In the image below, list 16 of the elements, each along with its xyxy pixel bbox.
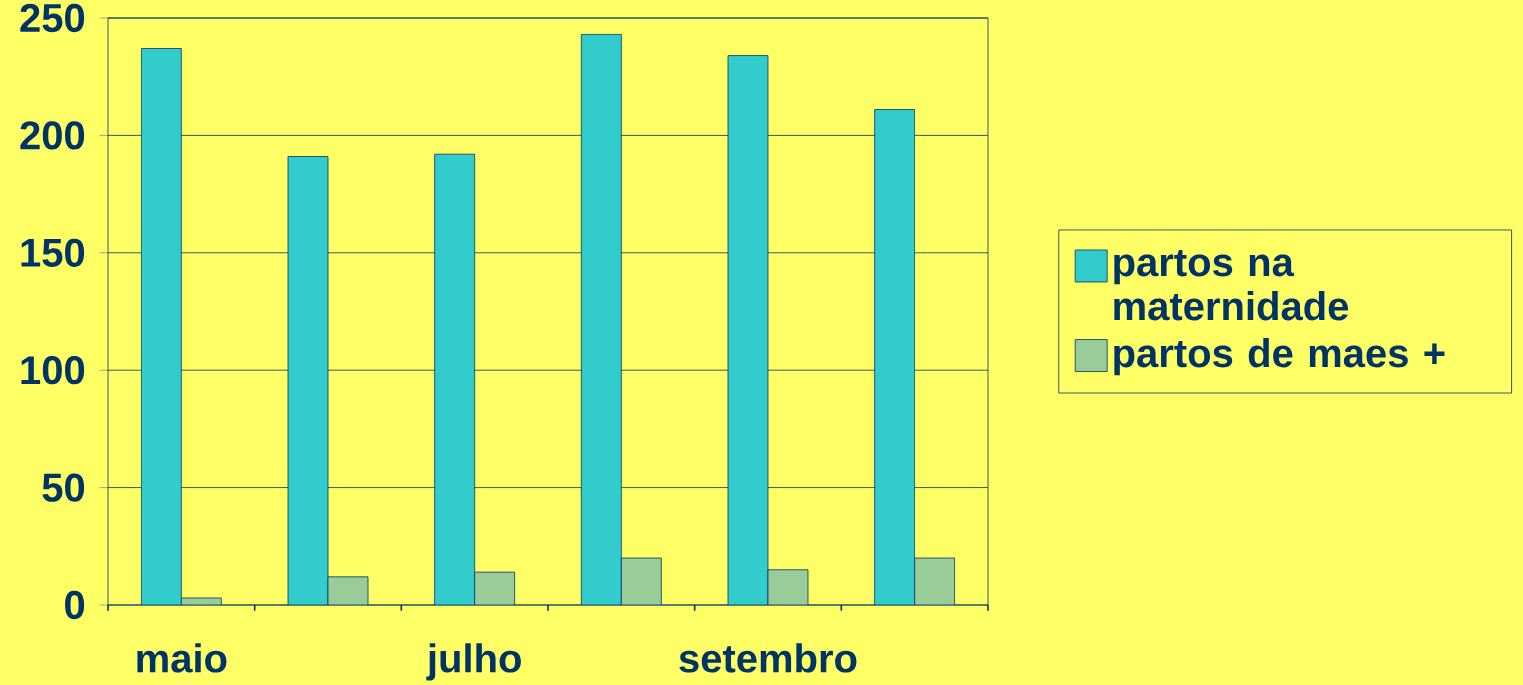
y-tick-label: 150 xyxy=(21,238,85,267)
legend-label: partos de maes + xyxy=(1114,338,1445,376)
y-tick-label: 50 xyxy=(42,473,85,502)
bar xyxy=(140,48,182,605)
bar xyxy=(727,55,769,605)
bar xyxy=(434,153,476,605)
y-tick-label: 200 xyxy=(20,121,85,150)
x-tick-label: setembro xyxy=(679,643,857,673)
y-tick-label: 100 xyxy=(21,356,85,385)
y-tick-label: 0 xyxy=(65,590,85,620)
bar xyxy=(287,156,329,605)
x-tick-label: maio xyxy=(137,643,227,673)
bar xyxy=(580,34,622,605)
y-tick-label: 250 xyxy=(20,3,85,33)
x-tick-label: julho xyxy=(426,643,521,681)
bar xyxy=(874,109,916,605)
